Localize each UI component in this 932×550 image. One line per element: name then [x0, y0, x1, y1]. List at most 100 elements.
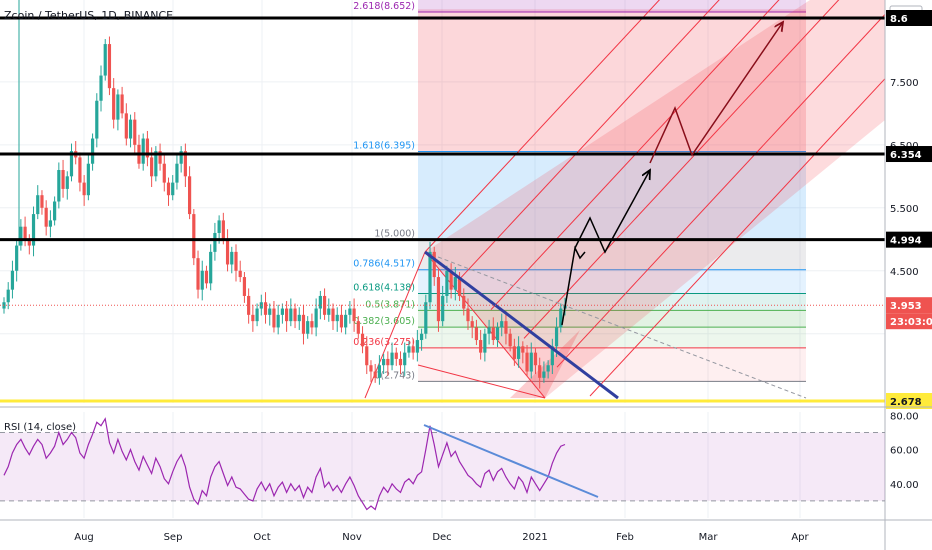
symbol-title: Zcoin / TetherUS, 1D, BINANCE — [4, 9, 174, 22]
fib-level-label: 2.618(8.652) — [353, 1, 415, 12]
candle-body — [289, 308, 293, 322]
rsi-tick-label: 80.00 — [890, 411, 919, 422]
fib-zone — [418, 269, 806, 294]
candle-body — [365, 346, 369, 366]
level-2-678-label-bg — [886, 393, 932, 409]
candle-body — [432, 251, 436, 278]
candle-body — [318, 295, 322, 309]
candle-body — [204, 270, 209, 284]
candle-body — [500, 321, 504, 328]
candle-body — [331, 308, 335, 322]
candle-body — [78, 157, 82, 183]
candle-body — [40, 195, 44, 208]
level-8-6-label: 8.6 — [890, 14, 908, 25]
pitchfork-line — [457, 0, 720, 282]
fib-zone — [418, 310, 806, 328]
candle-body — [554, 327, 559, 347]
candle-body — [171, 182, 175, 196]
candle-body — [158, 151, 162, 164]
candle-body — [512, 346, 516, 359]
candle-body — [310, 321, 314, 328]
level-8-6-label-bg — [886, 10, 932, 26]
candle-body — [293, 308, 297, 322]
pitchfork-triangle — [510, 330, 580, 398]
rsi-pane: RSI (14, close) 80.00 60.00 40.00 — [0, 411, 919, 511]
rsi-trendline — [423, 424, 599, 498]
rsi-tick-label: 40.00 — [890, 480, 919, 491]
candle-body — [86, 163, 90, 196]
candle-body — [15, 245, 19, 271]
candle-body — [217, 220, 221, 233]
rsi-line — [3, 417, 566, 511]
candle-body — [36, 195, 40, 215]
candle-body — [57, 170, 61, 202]
candle-body — [457, 277, 462, 296]
time-tick-label: Dec — [432, 532, 451, 543]
candle-body — [394, 352, 398, 359]
countdown-label-bg — [886, 313, 932, 330]
candle-body — [166, 182, 171, 196]
candle-body — [6, 289, 10, 303]
rsi-band — [0, 432, 885, 501]
candle-body — [128, 119, 133, 139]
candle-body — [360, 333, 365, 347]
candle-body — [407, 346, 411, 353]
candle-body — [462, 295, 466, 309]
candle-body — [200, 270, 204, 290]
level-4-994-label-bg — [886, 231, 932, 248]
candle-body — [221, 220, 225, 240]
candle-body — [23, 226, 27, 240]
fib-zone — [418, 327, 806, 348]
time-tick-label: Nov — [342, 532, 362, 543]
candle-body — [301, 314, 306, 334]
candle-body — [133, 119, 137, 145]
price-axis: 7.5006.5005.5004.500USDT8.66.3544.9943.9… — [886, 5, 932, 409]
dashed-trendline — [424, 251, 807, 399]
candle-body — [483, 333, 487, 353]
projection-arrows — [561, 22, 783, 326]
candle-body — [179, 151, 183, 164]
candle-body — [356, 321, 360, 334]
candle-body — [183, 151, 187, 177]
candle-body — [162, 163, 166, 183]
fib-zone — [418, 293, 806, 311]
candle-body — [348, 308, 352, 315]
countdown-label: 23:03:03 — [890, 317, 932, 328]
candle-body — [225, 239, 230, 265]
candle-body — [10, 270, 15, 290]
candle-body — [339, 314, 344, 328]
candle-body — [154, 151, 158, 177]
candle-body — [263, 302, 268, 315]
fib-zone-top — [418, 0, 806, 12]
candle-body — [31, 214, 36, 246]
candle-body — [335, 314, 339, 322]
candle-body — [280, 308, 284, 315]
candle-body — [382, 358, 386, 366]
candle-body — [141, 138, 145, 164]
candle-body — [272, 308, 276, 328]
candle-body — [533, 352, 538, 366]
pitchfork-base — [424, 251, 546, 399]
candle-body — [495, 327, 500, 341]
rsi-label: RSI (14, close) — [4, 422, 76, 433]
candle-body — [470, 321, 474, 328]
pitchfork-line — [589, 78, 886, 397]
candle-body — [517, 346, 521, 359]
candle-body — [546, 365, 550, 372]
candle-body — [398, 358, 403, 366]
time-tick-label: Mar — [699, 532, 719, 543]
candle-body — [314, 308, 318, 328]
candle-body — [441, 295, 445, 322]
candle-body — [466, 308, 470, 322]
candle-body — [175, 163, 179, 183]
candle-body — [192, 214, 196, 259]
candle-body — [69, 151, 74, 177]
candle-body — [542, 371, 546, 378]
price-tick-label: 7.500 — [890, 78, 919, 89]
candle-body — [285, 308, 289, 322]
candle-body — [487, 327, 491, 334]
candle-body — [48, 220, 52, 227]
candle-body — [82, 182, 86, 196]
